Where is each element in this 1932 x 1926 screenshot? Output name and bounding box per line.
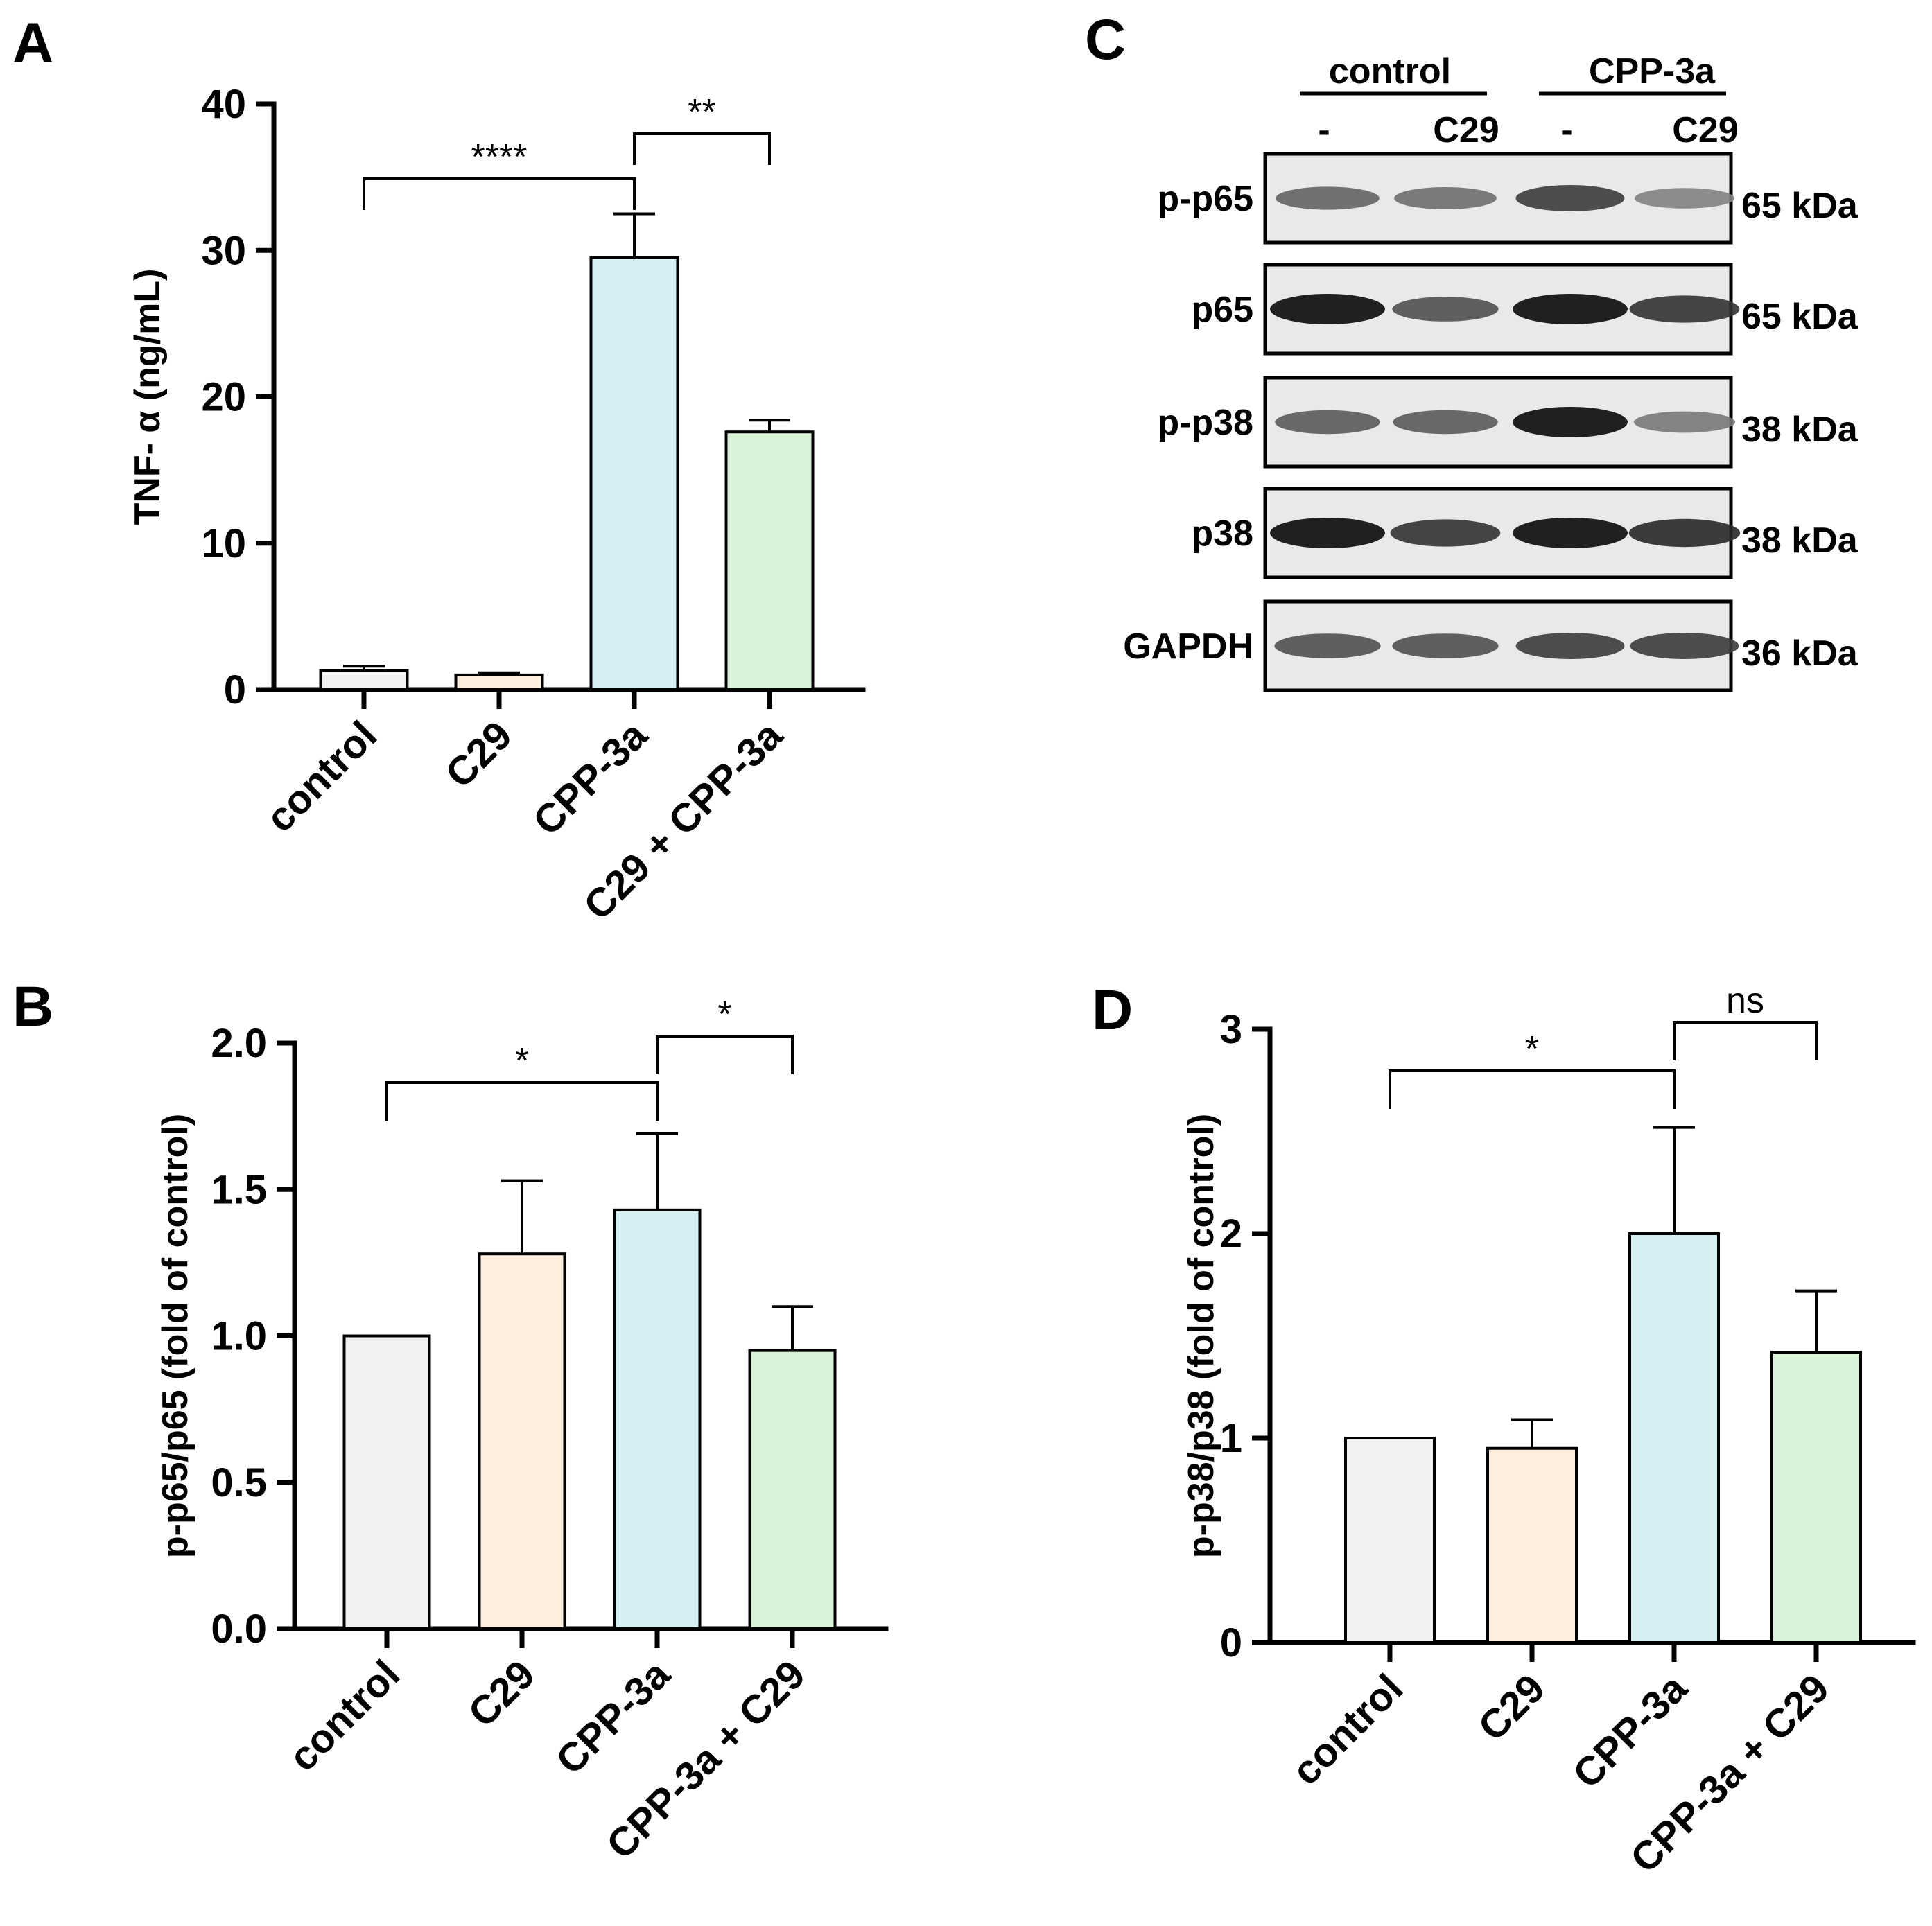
significance-bracket	[385, 1081, 659, 1121]
blot-protein-label: p65	[1191, 290, 1253, 330]
bar	[319, 669, 409, 691]
bar	[1770, 1351, 1862, 1644]
bar	[1344, 1437, 1436, 1644]
significance-bracket	[656, 1035, 794, 1074]
bar	[1628, 1232, 1720, 1644]
bar	[342, 1334, 431, 1630]
blot-lane-label: C29	[1433, 110, 1499, 150]
blot-kda-label: 38 kDa	[1741, 520, 1859, 561]
y-tick-label: 20	[201, 375, 246, 420]
blot-band	[1513, 294, 1628, 324]
x-tick-label: control	[280, 1652, 408, 1780]
significance-label: **	[688, 92, 715, 132]
y-tick-label: 1.0	[211, 1314, 267, 1359]
bar	[1486, 1446, 1578, 1644]
x-tick-label: C29	[460, 1652, 543, 1735]
x-tick-label: C29	[1470, 1665, 1554, 1749]
blot-band	[1275, 410, 1380, 435]
significance-bracket	[1673, 1021, 1818, 1060]
blot-band	[1513, 518, 1628, 548]
y-tick-label: 40	[201, 82, 246, 127]
x-tick-label: CPP-3a	[1565, 1665, 1696, 1797]
y-tick-label: 1.5	[211, 1167, 267, 1212]
blot-band	[1270, 294, 1385, 324]
x-tick-label: control	[257, 712, 385, 841]
blot-band	[1394, 187, 1497, 209]
significance-label: ns	[1726, 981, 1764, 1021]
blot-band	[1629, 295, 1740, 323]
significance-bracket	[633, 132, 771, 165]
blot-protein-label: p-p38	[1157, 403, 1253, 443]
x-tick-label: C29	[437, 712, 521, 796]
panel-label-a: A	[12, 12, 53, 75]
blot-kda-label: 65 kDa	[1741, 297, 1859, 337]
blot-lane-label: C29	[1672, 110, 1738, 150]
y-tick-label: 0.0	[211, 1607, 267, 1652]
x-tick-label: CPP-3a	[525, 712, 656, 844]
chart-panel-b: 0.0 0.5 1.0 1.5 2.0 p-p65/p65 (fold of contro…	[155, 995, 889, 1868]
significance-bracket	[1389, 1069, 1676, 1109]
bar	[454, 673, 544, 691]
blot-band	[1633, 411, 1736, 433]
blot-kda-label: 38 kDa	[1741, 410, 1859, 450]
y-tick-label: 1	[1220, 1416, 1242, 1461]
blot-band	[1270, 518, 1385, 548]
blot-band	[1392, 297, 1499, 322]
blot-band	[1513, 407, 1628, 437]
blot-protein-label: p38	[1191, 514, 1253, 554]
panel-label-b: B	[12, 975, 53, 1038]
blot-kda-label: 36 kDa	[1741, 633, 1859, 674]
significance-bracket	[363, 177, 636, 210]
y-tick-label: 2.0	[211, 1021, 267, 1066]
significance-label: *	[717, 995, 731, 1035]
y-tick-label: 3	[1220, 1007, 1242, 1052]
blot-protein-label: GAPDH	[1123, 627, 1253, 667]
blot-band	[1392, 633, 1499, 658]
bar	[724, 430, 815, 691]
blot-band	[1390, 519, 1501, 547]
chart-panel-d: 0 1 2 3 p-p38/p38 (fold of control) control C2…	[1181, 981, 1916, 1882]
blot-band	[1630, 633, 1739, 659]
blot-lane-label: -	[1318, 110, 1330, 150]
blot-band	[1634, 188, 1735, 209]
blot-group-label: control	[1329, 51, 1451, 91]
bar	[748, 1349, 837, 1630]
bar	[589, 256, 679, 691]
blot-kda-label: 65 kDa	[1741, 186, 1859, 226]
blot-lane-label: -	[1560, 110, 1572, 150]
blot-group-label: CPP-3a	[1589, 51, 1716, 91]
blot-band	[1628, 518, 1741, 548]
panel-label-d: D	[1092, 979, 1133, 1042]
blot-band	[1515, 633, 1625, 659]
x-tick-label: control	[1283, 1665, 1411, 1794]
y-axis-label: p-p65/p65 (fold of control)	[155, 1114, 195, 1558]
y-axis-label: TNF- α (ng/mL)	[128, 269, 168, 525]
bar	[613, 1208, 702, 1630]
significance-label: *	[515, 1041, 529, 1081]
y-tick-label: 30	[201, 228, 246, 273]
blot-band	[1515, 185, 1625, 211]
y-tick-label: 0.5	[211, 1460, 267, 1505]
blot-protein-label: p-p65	[1157, 179, 1253, 219]
y-tick-label: 10	[201, 521, 246, 566]
bar	[478, 1252, 566, 1630]
panel-label-c: C	[1085, 8, 1126, 71]
y-tick-label: 0	[224, 667, 246, 712]
significance-label: ****	[471, 137, 528, 177]
x-tick-label: CPP-3a	[548, 1652, 679, 1783]
y-axis-label: p-p38/p38 (fold of control)	[1181, 1114, 1221, 1558]
y-tick-label: 2	[1220, 1211, 1242, 1257]
significance-label: *	[1525, 1029, 1539, 1069]
blot-band	[1276, 186, 1380, 210]
y-tick-label: 0	[1220, 1620, 1242, 1665]
blot-band	[1393, 410, 1498, 435]
blot-band	[1274, 633, 1381, 658]
